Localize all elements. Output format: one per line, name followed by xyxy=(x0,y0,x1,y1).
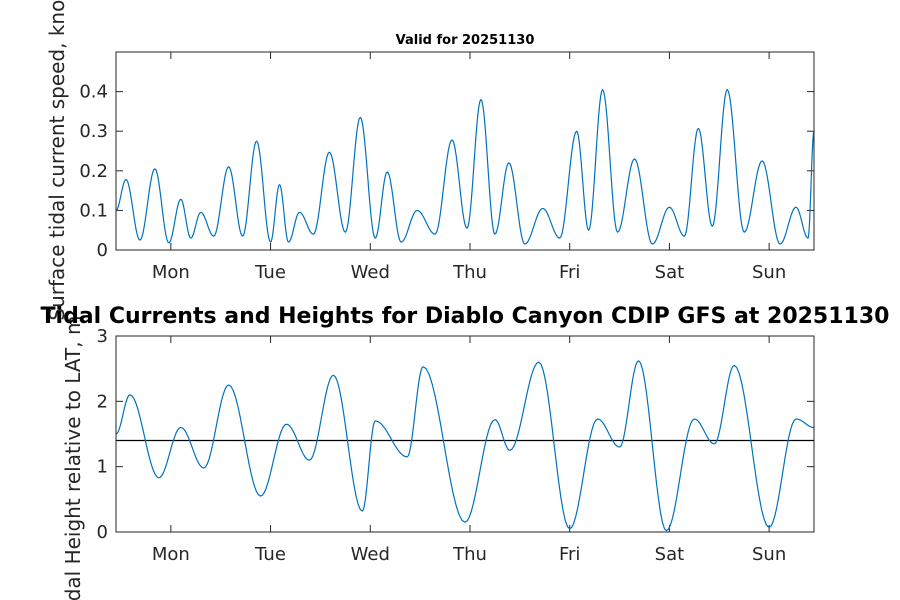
speed-xtick-label: Thu xyxy=(452,262,487,283)
speed-series-line xyxy=(115,89,815,245)
speed-xtick-label: Tue xyxy=(254,262,286,283)
height-series-line xyxy=(115,360,815,532)
speed-ytick-label: 0.3 xyxy=(79,121,108,142)
height-xtick-label: Wed xyxy=(351,544,390,565)
speed-y-ticks: 0 0.1 0.2 0.3 0.4 xyxy=(79,82,814,261)
height-ytick-label: 3 xyxy=(97,326,108,347)
speed-x-ticks: Mon Tue Wed Thu Fri Sat Sun xyxy=(152,52,786,283)
speed-xtick-label: Mon xyxy=(152,262,190,283)
height-ytick-label: 1 xyxy=(97,457,108,478)
main-title: Tidal Currents and Heights for Diablo Ca… xyxy=(41,304,890,329)
speed-xtick-label: Wed xyxy=(351,262,390,283)
height-xtick-label: Sun xyxy=(752,544,786,565)
speed-ytick-label: 0.1 xyxy=(79,200,108,221)
speed-ytick-label: 0 xyxy=(97,240,108,261)
speed-axes: Valid for 20251130 0 0.1 0.2 0.3 0.4 Mon Tue W… xyxy=(45,0,815,321)
height-ytick-label: 2 xyxy=(97,391,108,412)
speed-ytick-label: 0.4 xyxy=(79,82,108,103)
speed-xtick-label: Sat xyxy=(655,262,685,283)
height-xtick-label: Mon xyxy=(152,544,190,565)
speed-xtick-label: Sun xyxy=(752,262,786,283)
speed-y-label: Surface tidal current speed, knots xyxy=(45,0,69,321)
height-ytick-label: 0 xyxy=(97,522,108,543)
height-y-label: Tidal Height relative to LAT, m xyxy=(61,316,85,600)
height-xtick-label: Tue xyxy=(254,544,286,565)
speed-xtick-label: Fri xyxy=(559,262,580,283)
height-x-ticks: Mon Tue Wed Thu Fri Sat Sun xyxy=(152,336,786,565)
speed-axes-box xyxy=(115,51,815,251)
height-xtick-label: Thu xyxy=(452,544,487,565)
height-axes-box xyxy=(115,335,815,533)
height-axes: 0 1 2 3 Mon Tue Wed Thu Fri Sat Sun Tidal Height … xyxy=(61,316,815,600)
speed-ytick-label: 0.2 xyxy=(79,161,108,182)
height-xtick-label: Sat xyxy=(655,544,685,565)
height-xtick-label: Fri xyxy=(559,544,580,565)
speed-chart-title: Valid for 20251130 xyxy=(396,33,535,48)
